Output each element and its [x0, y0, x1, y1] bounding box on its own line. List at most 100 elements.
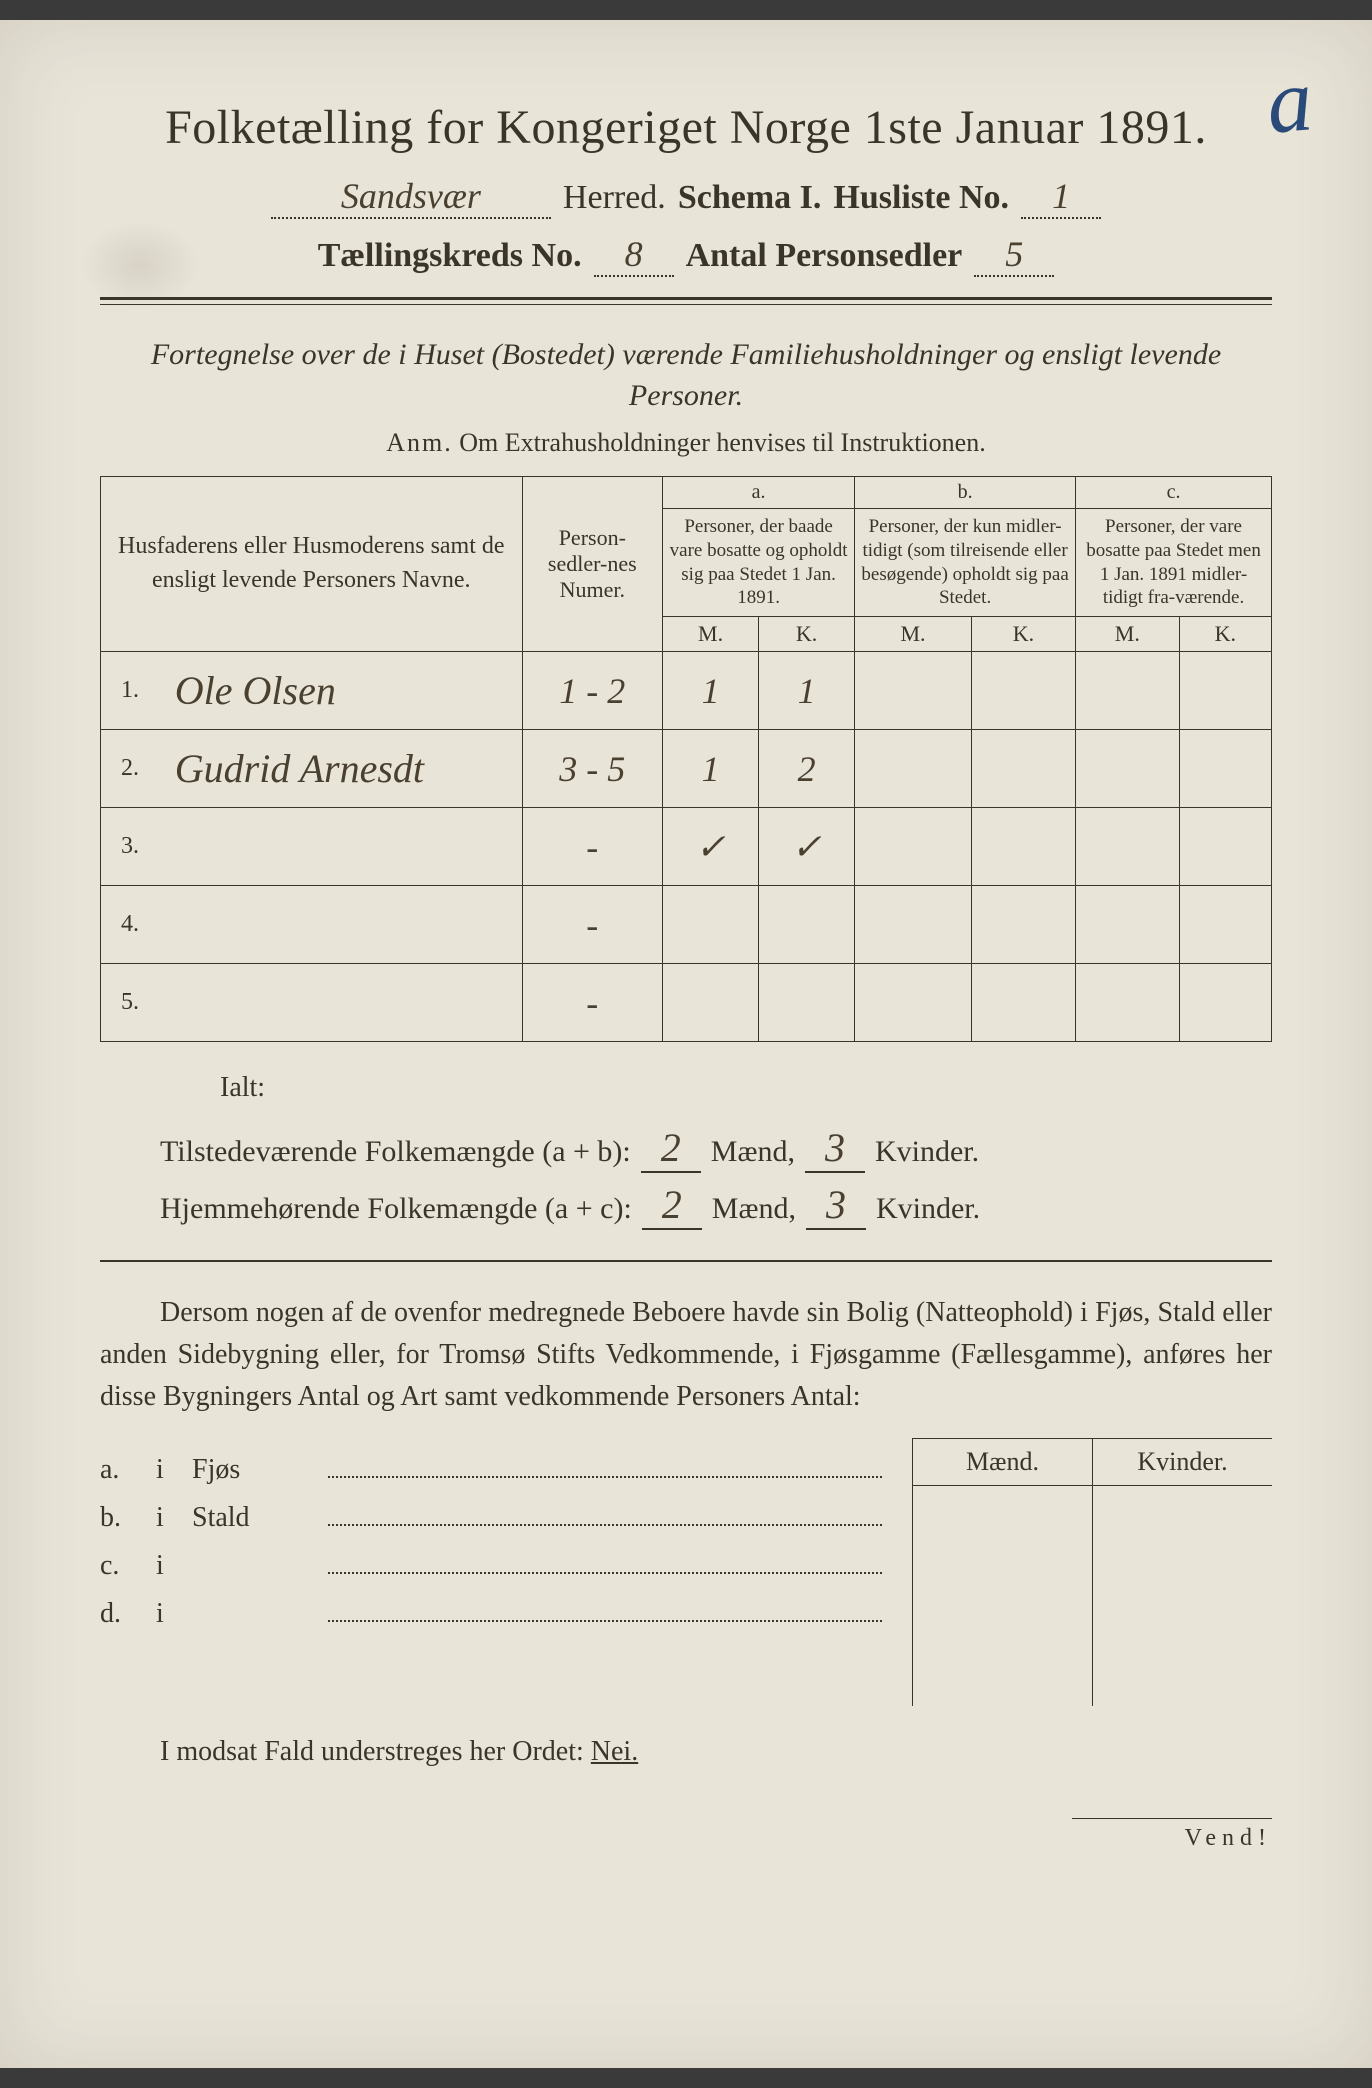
antal-value: 5	[974, 233, 1054, 277]
sum1-k-label: Kvinder.	[875, 1135, 979, 1169]
opt-i: i	[156, 1454, 176, 1486]
b-k: K.	[971, 617, 1075, 652]
row-bm	[855, 808, 972, 886]
sum1-label: Tilstedeværende Folkemængde (a + b):	[160, 1135, 631, 1169]
table-row: 4.-	[101, 886, 1272, 964]
group-c-label: c.	[1076, 477, 1272, 509]
row-bm	[855, 730, 972, 808]
row-bk	[971, 964, 1075, 1042]
c-m: M.	[1076, 617, 1180, 652]
corner-annotation: a	[1263, 48, 1317, 155]
option-row: b.iStald	[100, 1498, 882, 1534]
main-table: Husfaderens eller Husmoderens samt de en…	[100, 476, 1272, 1042]
nei-pre: I modsat Fald understreges her Ordet:	[160, 1736, 584, 1767]
row-cm	[1076, 886, 1180, 964]
sum2-label: Hjemmehørende Folkemængde (a + c):	[160, 1192, 632, 1226]
opt-label: Stald	[192, 1502, 312, 1534]
opt-dots	[328, 1498, 882, 1526]
row-name: Ole Olsen	[171, 652, 522, 730]
sum2-k: 3	[806, 1181, 866, 1230]
row-sedler: -	[522, 964, 663, 1042]
group-a-label: a.	[663, 477, 855, 509]
col-names-header: Husfaderens eller Husmoderens samt de en…	[101, 477, 523, 652]
row-ak	[759, 964, 855, 1042]
sum1-k: 3	[805, 1124, 865, 1173]
table-row: 1.Ole Olsen1 - 211	[101, 652, 1272, 730]
row-bk	[971, 730, 1075, 808]
row-ck	[1179, 730, 1271, 808]
opt-letter: c.	[100, 1550, 140, 1582]
row-am: 1	[663, 730, 759, 808]
row-ck	[1179, 886, 1271, 964]
ialt-label: Ialt:	[220, 1072, 1272, 1104]
anm-text: Om Extrahusholdninger henvises til Instr…	[459, 428, 985, 457]
herred-value: Sandsvær	[271, 175, 551, 219]
b-m: M.	[855, 617, 972, 652]
row-ak	[759, 886, 855, 964]
page-title: Folketælling for Kongeriget Norge 1ste J…	[100, 100, 1272, 155]
row-am	[663, 964, 759, 1042]
row-name	[171, 964, 522, 1042]
vend-label: Vend!	[1072, 1818, 1272, 1852]
mk-k-label: Kvinder.	[1093, 1439, 1272, 1485]
opt-i: i	[156, 1550, 176, 1582]
row-ck	[1179, 808, 1271, 886]
row-name: Gudrid Arnesdt	[171, 730, 522, 808]
row-num: 4.	[101, 886, 171, 964]
opt-letter: d.	[100, 1598, 140, 1630]
sum-line-2: Hjemmehørende Folkemængde (a + c): 2 Mæn…	[160, 1181, 1272, 1230]
sum1-m: 2	[641, 1124, 701, 1173]
building-options: a.iFjøsb.iStaldc.id.i	[100, 1438, 882, 1706]
row-num: 2.	[101, 730, 171, 808]
row-bm	[855, 886, 972, 964]
sum2-m: 2	[642, 1181, 702, 1230]
sum-line-1: Tilstedeværende Folkemængde (a + b): 2 M…	[160, 1124, 1272, 1173]
row-bm	[855, 964, 972, 1042]
row-bk	[971, 886, 1075, 964]
row-num: 3.	[101, 808, 171, 886]
nei-line: I modsat Fald understreges her Ordet: Ne…	[160, 1736, 1272, 1768]
mk-k-col	[1093, 1486, 1272, 1706]
group-c-desc: Personer, der vare bosatte paa Stedet me…	[1076, 509, 1272, 617]
opt-letter: a.	[100, 1454, 140, 1486]
row-ak: 1	[759, 652, 855, 730]
opt-dots	[328, 1450, 882, 1478]
opt-letter: b.	[100, 1502, 140, 1534]
row-cm	[1076, 652, 1180, 730]
row-bk	[971, 808, 1075, 886]
paragraph: Dersom nogen af de ovenfor medregnede Be…	[100, 1292, 1272, 1418]
opt-i: i	[156, 1598, 176, 1630]
group-a-desc: Personer, der baade vare bosatte og opho…	[663, 509, 855, 617]
option-row: a.iFjøs	[100, 1450, 882, 1486]
row-cm	[1076, 964, 1180, 1042]
a-m: M.	[663, 617, 759, 652]
paper-smudge	[80, 220, 200, 310]
option-row: c. i	[100, 1546, 882, 1582]
a-k: K.	[759, 617, 855, 652]
table-row: 3.-✓✓	[101, 808, 1272, 886]
row-am: 1	[663, 652, 759, 730]
mk-m-label: Mænd.	[913, 1439, 1093, 1485]
col-num-header: Person-sedler-nes Numer.	[522, 477, 663, 652]
kreds-value: 8	[594, 233, 674, 277]
row-sedler: 3 - 5	[522, 730, 663, 808]
opt-dots	[328, 1546, 882, 1574]
mk-header: Mænd. Kvinder.	[913, 1438, 1272, 1486]
table-row: 5. -	[101, 964, 1272, 1042]
row-bm	[855, 652, 972, 730]
option-row: d. i	[100, 1594, 882, 1630]
antal-label: Antal Personsedler	[686, 237, 963, 275]
rule-divider	[100, 297, 1272, 305]
sum1-m-label: Mænd,	[711, 1135, 795, 1169]
anm-label: Anm.	[386, 428, 453, 457]
row-num: 5.	[101, 964, 171, 1042]
row-am: ✓	[663, 808, 759, 886]
census-form-page: a Folketælling for Kongeriget Norge 1ste…	[0, 20, 1372, 2068]
row-sedler: -	[522, 808, 663, 886]
kreds-label: Tællingskreds No.	[318, 237, 582, 275]
mk-body	[913, 1486, 1272, 1706]
row-am	[663, 886, 759, 964]
rule-divider-2	[100, 1260, 1272, 1262]
row-ck	[1179, 964, 1271, 1042]
group-b-desc: Personer, der kun midler-tidigt (som til…	[855, 509, 1076, 617]
